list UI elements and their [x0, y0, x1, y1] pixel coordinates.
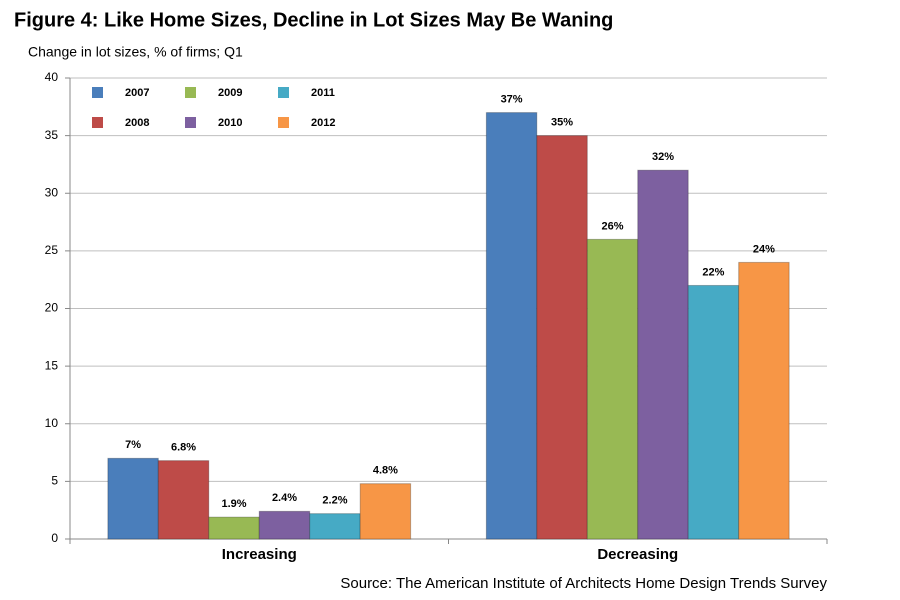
bar	[485, 112, 538, 540]
bar	[637, 169, 689, 540]
chart-subtitle: Change in lot sizes, % of firms; Q1	[28, 44, 243, 60]
bar	[586, 238, 639, 540]
y-tick-label: 30	[45, 185, 59, 199]
y-tick-label: 0	[51, 531, 58, 545]
legend-label: 2011	[311, 87, 335, 99]
value-label: 26%	[602, 220, 624, 232]
bar	[536, 135, 588, 540]
legend-label: 2009	[218, 87, 242, 99]
legend-label: 2008	[125, 117, 149, 129]
value-label: 22%	[702, 266, 724, 278]
value-label: 37%	[501, 93, 523, 105]
bar	[107, 457, 159, 540]
y-tick-label: 35	[45, 128, 59, 142]
y-tick-label: 10	[45, 416, 59, 430]
bar	[687, 284, 740, 540]
bar	[157, 460, 210, 540]
legend-label: 2010	[218, 117, 242, 129]
bar	[359, 483, 412, 540]
legend-swatch	[92, 117, 103, 128]
value-label: 6.8%	[171, 442, 196, 454]
chart-title: Figure 4: Like Home Sizes, Decline in Lo…	[14, 9, 613, 31]
y-tick-label: 25	[45, 243, 59, 257]
bar	[258, 510, 311, 540]
x-tick-label: Decreasing	[597, 546, 678, 563]
x-tick-label: Increasing	[222, 546, 297, 563]
value-label: 32%	[652, 151, 674, 163]
bar	[208, 516, 260, 540]
value-label: 2.4%	[272, 492, 297, 504]
value-label: 24%	[753, 243, 775, 255]
value-label: 35%	[551, 117, 573, 129]
value-label: 7%	[125, 439, 141, 451]
legend-swatch	[278, 117, 289, 128]
legend-swatch	[185, 117, 196, 128]
legend-label: 2012	[311, 117, 335, 129]
value-label: 1.9%	[221, 498, 246, 510]
legend-swatch	[92, 87, 103, 98]
bar	[309, 513, 361, 540]
value-label: 2.2%	[322, 495, 347, 507]
legend-swatch	[278, 87, 289, 98]
bar	[738, 261, 790, 540]
y-tick-label: 15	[45, 358, 59, 372]
chart-source: Source: The American Institute of Archit…	[340, 575, 827, 592]
legend-swatch	[185, 87, 196, 98]
y-tick-label: 20	[45, 301, 59, 315]
y-tick-label: 5	[51, 474, 58, 488]
legend-label: 2007	[125, 87, 149, 99]
value-label: 4.8%	[373, 465, 398, 477]
y-tick-label: 40	[45, 70, 59, 84]
